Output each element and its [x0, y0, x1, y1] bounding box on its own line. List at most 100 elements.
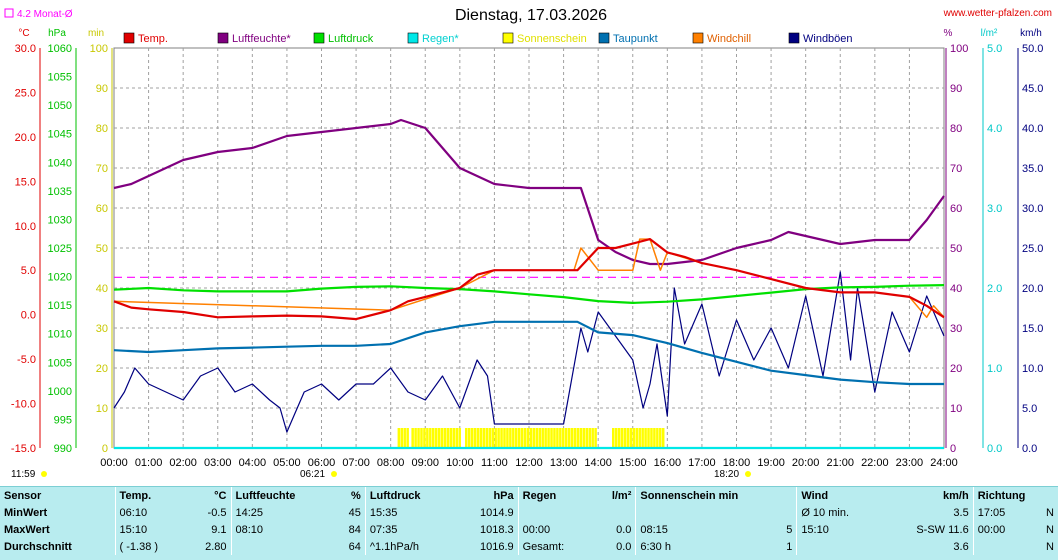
sunshine-bar: [470, 428, 474, 448]
sunshine-bar: [514, 428, 518, 448]
sunshine-bar: [570, 428, 574, 448]
humidity-tick-label: 70: [950, 163, 962, 175]
sunshine-bar: [564, 428, 568, 448]
weather-chart: 00:00 01:00 02:00 03:00 04:00 05:00 06:00 07:00…: [4, 7, 1052, 480]
sunshine-bar: [411, 428, 414, 448]
sunshine-bar: [449, 428, 453, 448]
cell: 15:35: [364, 504, 455, 521]
hd-rain-unit: l/m²: [611, 489, 632, 502]
legend-swatch: [598, 32, 610, 44]
x-tick-label: 10:00: [446, 457, 474, 469]
cell: Ø 10 min.: [796, 504, 882, 521]
pressure-tick-label: 1035: [48, 186, 72, 198]
cell: 0.0: [616, 540, 632, 553]
cell: 6:30 h: [635, 538, 753, 555]
sunshine-bar: [653, 428, 656, 448]
temp-tick-label: -5.0: [17, 354, 36, 366]
rain-tick-label: 3.0: [987, 203, 1002, 215]
legend-swatch: [217, 32, 229, 44]
sunset-icon: [745, 471, 751, 477]
sunshine-bar: [556, 428, 559, 448]
cell: [517, 504, 594, 521]
sunshine-bar: [594, 428, 597, 448]
sunshine-bar: [644, 428, 647, 448]
temp-tick-label: 25.0: [15, 87, 36, 99]
cell: 15:10: [796, 521, 882, 538]
sunshine-tick-label: 0: [102, 443, 108, 455]
sunshine-bar: [629, 428, 633, 448]
sunshine-bar: [473, 428, 477, 448]
cell: [635, 504, 753, 521]
cell: 84: [348, 523, 361, 536]
x-tick-label: 04:00: [239, 457, 267, 469]
chart-title: Dienstag, 17.03.2026: [455, 7, 607, 24]
humidity-tick-label: 10: [950, 403, 962, 415]
sunshine-bar: [661, 428, 665, 448]
sunshine-bar: [434, 428, 438, 448]
cell: 00:00: [972, 521, 1032, 538]
start-time: 11:59: [11, 469, 36, 480]
hd-dir: Richtung: [972, 487, 1058, 504]
hd-press: Luftdruck: [364, 487, 455, 504]
cell: [230, 538, 335, 555]
cell: [594, 504, 636, 521]
pressure-tick-label: 995: [54, 414, 72, 426]
cell: 2.80: [205, 540, 227, 553]
x-tick-label: 02:00: [169, 457, 197, 469]
wind-tick-label: 50.0: [1022, 43, 1043, 55]
cell: 0.0: [616, 523, 632, 536]
sunshine-tick-label: 10: [96, 403, 108, 415]
x-tick-label: 01:00: [135, 457, 163, 469]
sunshine-bar: [485, 428, 489, 448]
temp-tick-label: 5.0: [21, 265, 36, 277]
cell: 00:00: [517, 521, 594, 538]
sunshine-bar: [440, 428, 444, 448]
cell: 15:10: [114, 521, 186, 538]
wind-tick-label: 25.0: [1022, 243, 1043, 255]
x-tick-label: 13:00: [550, 457, 578, 469]
sunshine-bar: [617, 428, 621, 448]
sunshine-bar: [403, 428, 406, 448]
humidity-tick-label: 80: [950, 123, 962, 135]
row-label: MinWert: [4, 506, 48, 519]
sunshine-bar: [520, 428, 524, 448]
sunshine-bar: [553, 428, 556, 448]
row-label: MaxWert: [4, 523, 50, 536]
sun-icon: [41, 471, 47, 477]
sunshine-tick-label: 30: [96, 323, 108, 335]
temp-tick-label: 10.0: [15, 221, 36, 233]
legend-label: Regen*: [422, 33, 459, 45]
legend-label: Luftfeuchte*: [232, 33, 291, 45]
month-avg-label: 4.2 Monat-Ø: [17, 9, 73, 20]
cell: ( -1.38 ): [114, 538, 186, 555]
rain-tick-label: 0.0: [987, 443, 1002, 455]
sunshine-bar: [503, 428, 506, 448]
sunshine-bar: [500, 428, 503, 448]
sunshine-bar: [659, 428, 662, 448]
hd-sensor: Sensor: [4, 489, 42, 502]
site-link[interactable]: www.wetter-pfalzen.com: [943, 8, 1052, 19]
cell: 1016.9: [479, 540, 514, 553]
sunshine-bar: [488, 428, 492, 448]
sunshine-bar: [550, 428, 553, 448]
pressure-tick-label: 990: [54, 443, 72, 455]
cell: 08:15: [635, 521, 753, 538]
temp-tick-label: -15.0: [11, 443, 36, 455]
sunshine-bar: [647, 428, 650, 448]
sunshine-unit-label: min: [88, 28, 104, 39]
legend-swatch: [502, 32, 514, 44]
cell: [753, 504, 797, 521]
sunshine-bar: [482, 428, 486, 448]
cell: 14:25: [230, 504, 335, 521]
cell: 3.5: [953, 506, 969, 519]
sunshine-bar: [446, 428, 450, 448]
rain-tick-label: 2.0: [987, 283, 1002, 295]
pressure-tick-label: 1005: [48, 357, 72, 369]
hd-wind-unit: km/h: [943, 489, 969, 502]
hd-temp: Temp.: [114, 487, 186, 504]
sunshine-bar: [423, 428, 426, 448]
sunshine-tick-label: 100: [90, 43, 108, 55]
cell: S-SW 11.6: [916, 523, 969, 536]
pressure-tick-label: 1040: [48, 157, 72, 169]
legend-label: Windchill: [707, 33, 751, 45]
